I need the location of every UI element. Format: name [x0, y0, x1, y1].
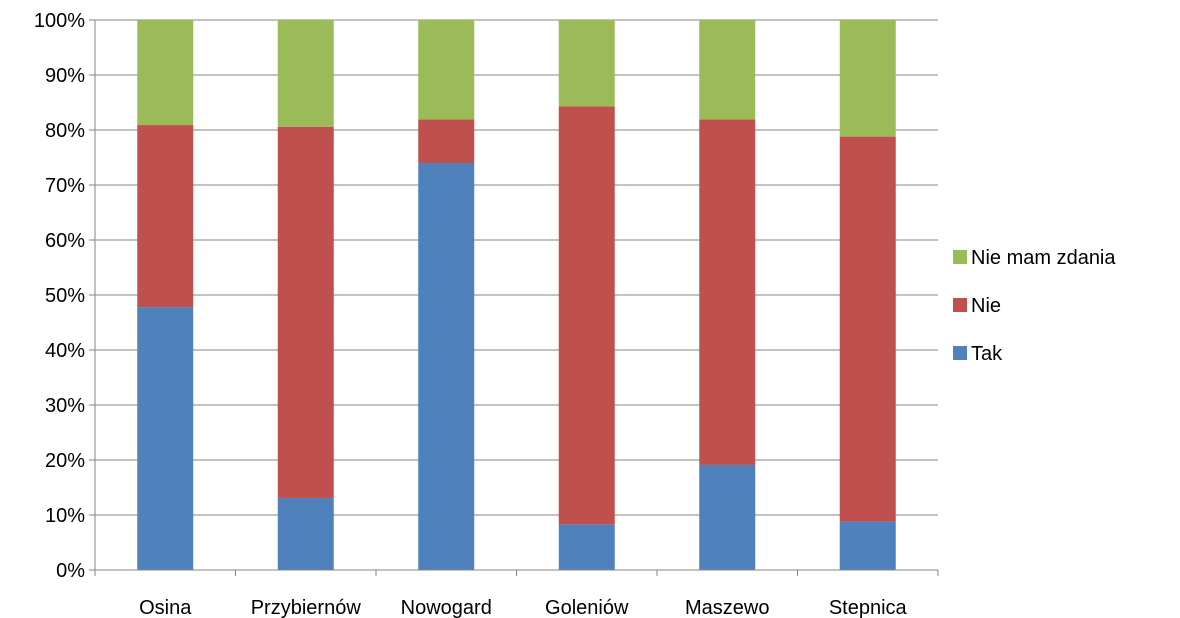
bar-goleniow-nie [558, 106, 615, 525]
legend-label-nie: Nie [971, 295, 1001, 317]
bar-nowogard-nie [418, 119, 475, 163]
bar-przybiernow-tak [277, 497, 334, 570]
bar-osina-nie [137, 125, 194, 308]
y-axis-tick-labels: 0% 10% 20% 30% 40% 50% 60% 70% 80% 90% 100% [34, 10, 85, 582]
y-tick-label: 100% [34, 10, 85, 32]
y-tick-label: 80% [45, 120, 85, 142]
x-tick-label-goleniow: Goleniów [545, 597, 629, 618]
bar-przybiernow-nie-mam-zdania [277, 20, 334, 127]
bar-przybiernow-nie [277, 126, 334, 498]
bar-maszewo-tak [699, 464, 756, 570]
legend-label-tak: Tak [971, 343, 1003, 365]
x-tick-label-stepnica: Stepnica [829, 597, 908, 618]
x-tick-label-osina: Osina [139, 597, 192, 618]
y-tick-label: 60% [45, 230, 85, 252]
x-axis-tick-labels: Osina Przybiernów Nowogard Goleniów Maszewo S… [139, 597, 907, 618]
legend-swatch-tak [953, 346, 967, 360]
legend-swatch-nie [953, 298, 967, 312]
y-tick-label: 0% [56, 560, 85, 582]
bar-nowogard-tak [418, 163, 475, 570]
legend-label-nie-mam-zdania: Nie mam zdania [971, 247, 1116, 269]
y-tick-label: 40% [45, 340, 85, 362]
bar-stepnica-nie [839, 136, 896, 522]
bar-goleniow-tak [558, 524, 615, 570]
bar-osina-tak [137, 307, 194, 570]
y-tick-label: 30% [45, 395, 85, 417]
y-tick-label: 70% [45, 175, 85, 197]
legend: Nie mam zdania Nie Tak [953, 247, 1116, 365]
bar-stepnica-nie-mam-zdania [839, 20, 896, 137]
legend-swatch-nie-mam-zdania [953, 250, 967, 264]
bar-maszewo-nie [699, 119, 756, 465]
y-tick-label: 50% [45, 285, 85, 307]
bar-maszewo-nie-mam-zdania [699, 20, 756, 120]
bar-nowogard-nie-mam-zdania [418, 20, 475, 120]
y-tick-label: 10% [45, 505, 85, 527]
bars [137, 20, 896, 570]
axes [89, 19, 939, 576]
x-tick-label-nowogard: Nowogard [401, 597, 492, 618]
bar-stepnica-tak [839, 521, 896, 570]
bar-goleniow-nie-mam-zdania [558, 20, 615, 107]
x-tick-label-maszewo: Maszewo [685, 597, 769, 618]
grid-lines [95, 19, 938, 516]
x-tick-label-przybiernow: Przybiernów [251, 597, 362, 618]
bar-osina-nie-mam-zdania [137, 20, 194, 126]
y-tick-label: 20% [45, 450, 85, 472]
y-tick-label: 90% [45, 65, 85, 87]
